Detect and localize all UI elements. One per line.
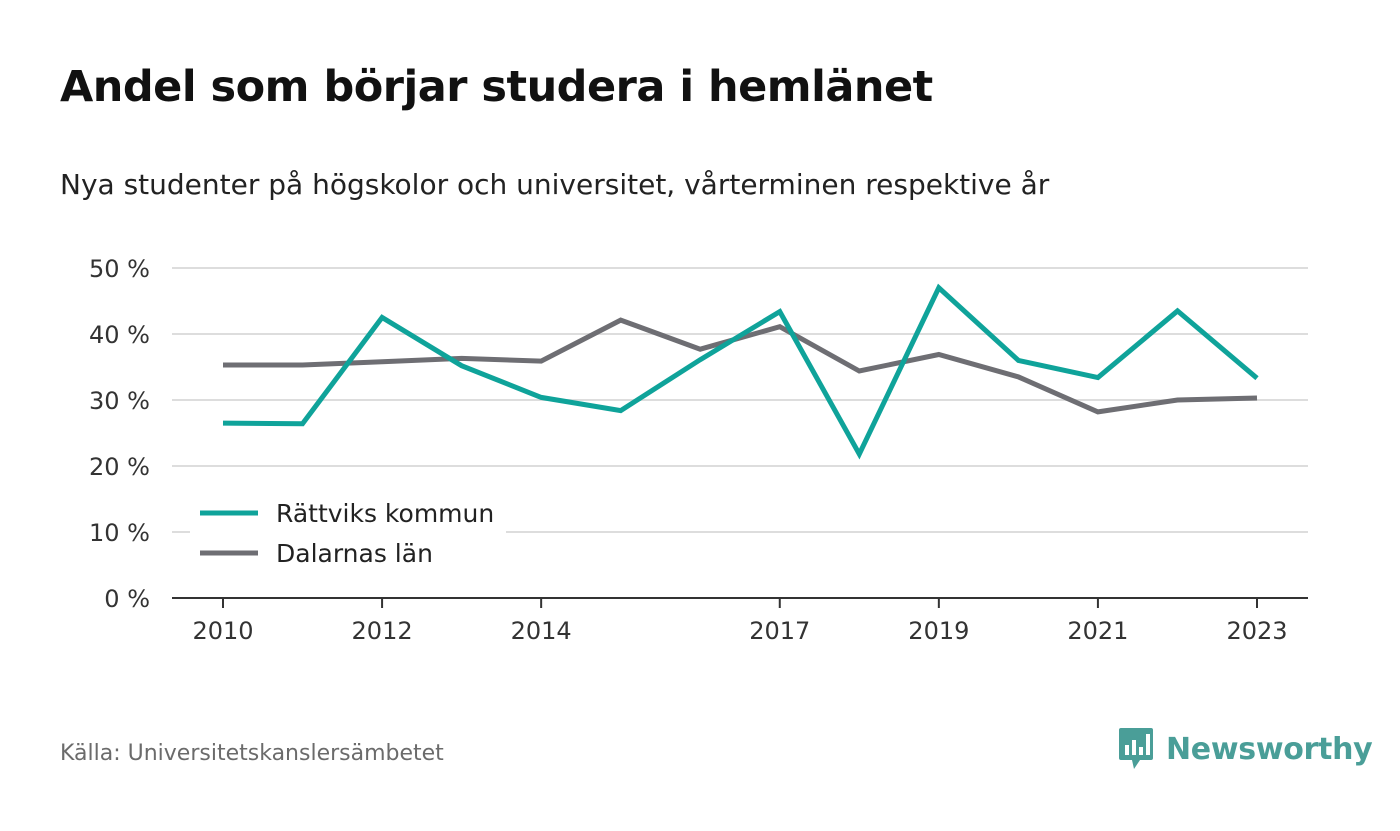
legend: Rättviks kommun Dalarnas län: [190, 490, 506, 578]
x-tick-label: 2017: [749, 617, 810, 645]
series-lines: [222, 283, 1259, 460]
y-tick-label: 40 %: [89, 321, 150, 349]
y-tick-label: 0 %: [104, 585, 150, 613]
legend-label-rattvik: Rättviks kommun: [276, 499, 494, 528]
brand-name: Newsworthy: [1166, 731, 1373, 767]
y-tick-label: 20 %: [89, 453, 150, 481]
y-tick-label: 50 %: [89, 255, 150, 283]
x-tick-label: 2010: [192, 617, 253, 645]
legend-background: [190, 490, 506, 578]
legend-label-dalarna: Dalarnas län: [276, 539, 433, 568]
x-tick-label: 2014: [511, 617, 572, 645]
x-tick-label: 2019: [908, 617, 969, 645]
series-line-rattvik: [222, 283, 1259, 460]
y-tick-labels: 0 % 10 % 20 % 30 % 40 % 50 %: [89, 255, 150, 613]
x-tick-labels: 2010 2012 2014 2017 2019 2021 2023: [192, 598, 1288, 645]
line-chart: 0 % 10 % 20 % 30 % 40 % 50 % 2010 2012 2014 2017…: [89, 255, 1308, 645]
chart-title: Andel som börjar studera i hemlänet: [60, 62, 933, 112]
chart-subtitle: Nya studenter på högskolor och universit…: [60, 168, 1050, 201]
brand-logo: Newsworthy: [1118, 727, 1373, 771]
x-tick-label: 2012: [352, 617, 413, 645]
x-tick-label: 2023: [1226, 617, 1287, 645]
x-tick-label: 2021: [1067, 617, 1128, 645]
y-tick-label: 30 %: [89, 387, 150, 415]
source-note: Källa: Universitetskanslersämbetet: [60, 741, 444, 766]
y-tick-label: 10 %: [89, 519, 150, 547]
bar-chart-speech-bubble-icon: [1119, 728, 1153, 769]
